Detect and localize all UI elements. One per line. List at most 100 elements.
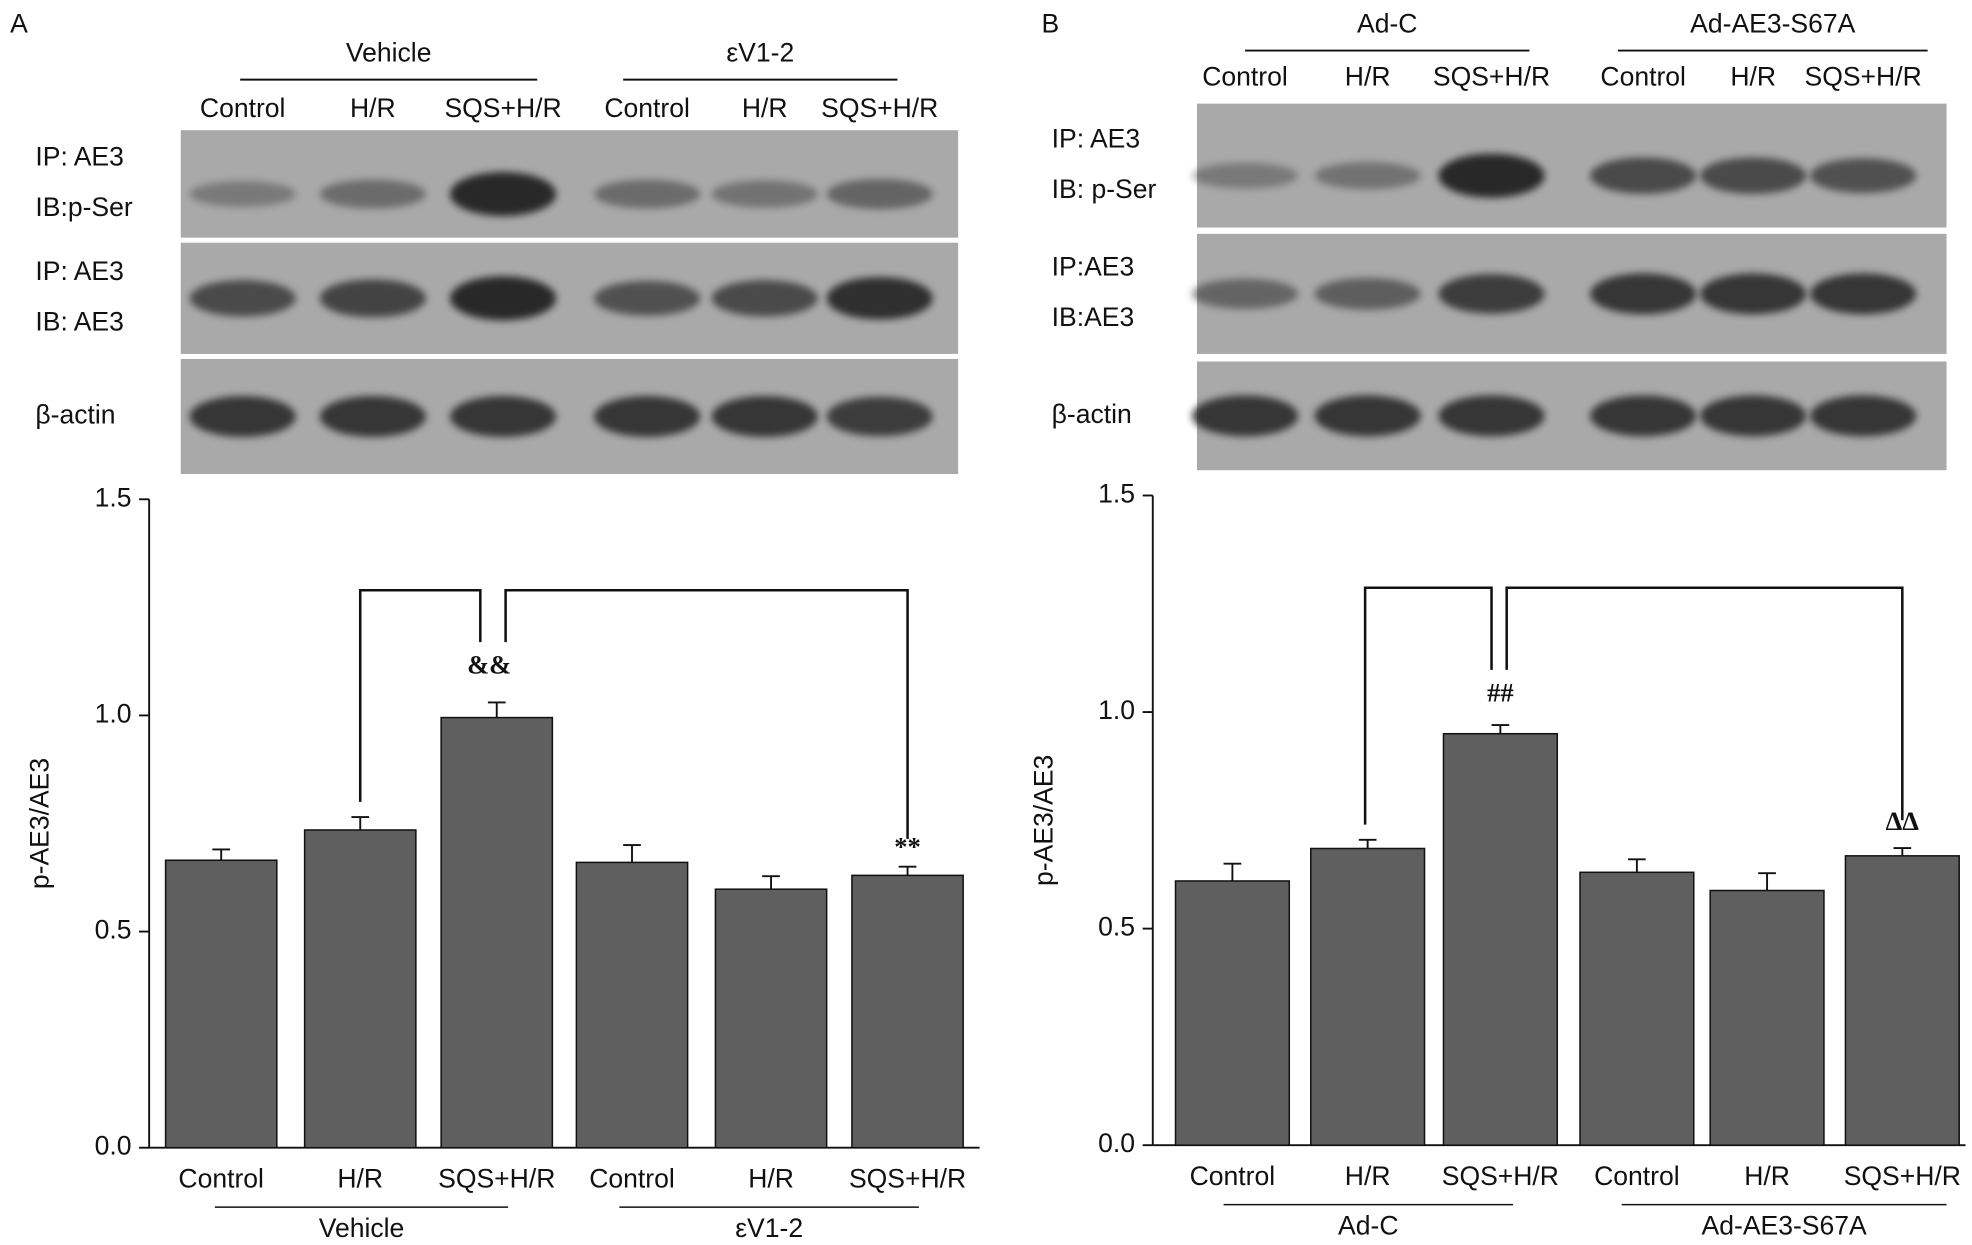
blot-label: IP:AE3 [1052,252,1135,282]
y-tick-label: 0.5 [1098,912,1135,942]
blot-band [1810,273,1917,315]
blot-band [449,276,557,321]
blot-band [189,181,296,207]
bracket [358,589,482,802]
lane-label: Control [1600,61,1686,91]
lane-label: Control [1202,61,1288,91]
y-tick-label: 1.5 [95,482,132,512]
lane-label: Control [200,93,286,123]
blot-label: IB:p-Ser [35,192,132,222]
blot-band [594,280,701,316]
error-bar [1223,862,1242,881]
blot-label: IB: p-Ser [1052,174,1157,204]
bar [303,829,417,1149]
error-bar [212,848,231,861]
lane-label: H/R [1345,61,1391,91]
blot-band [826,178,933,210]
group-label: εV1-2 [726,37,794,67]
x-tick-label: SQS+H/R [438,1164,555,1194]
y-tick-label: 1.5 [1098,479,1135,509]
bar [575,861,689,1149]
x-tick-label: Control [178,1164,264,1194]
blot-band [1590,395,1697,437]
x-tick-label: Control [1594,1161,1680,1191]
x-tick-label: Control [1190,1161,1276,1191]
x-tick-label: H/R [1345,1161,1391,1191]
annotation: && [467,649,511,679]
x-tick-label: H/R [337,1164,383,1194]
group-label: Ad-C [1338,1210,1398,1240]
y-tick-label: 1.0 [1098,695,1135,725]
error-bar [487,701,506,718]
blot-band [1700,395,1807,437]
bar [440,716,554,1149]
blot-band [1314,395,1421,437]
blot-band [826,277,933,320]
blot-band [1700,157,1807,194]
lane-label: Control [604,93,690,123]
error-bar [351,816,370,830]
blot-band [711,180,818,208]
annotation: ## [1487,677,1514,707]
group-label: εV1-2 [735,1213,803,1243]
blot-band [1438,153,1545,198]
blot-band [1590,157,1697,194]
blot-band [449,396,557,437]
blot-band [1810,395,1917,437]
y-axis-label: p-AE3/AE3 [1028,755,1058,886]
blot-label: IB: AE3 [35,307,124,337]
blot-band [1438,395,1545,437]
blot-band [449,172,557,217]
error-bar [1491,724,1510,734]
bar [164,859,278,1149]
blot-band [1438,274,1545,314]
group-label: Vehicle [319,1213,405,1243]
y-tick-label: 0.0 [95,1131,132,1161]
blot-band [1700,273,1807,315]
y-tick-label: 0.5 [95,915,132,945]
error-bar [1358,838,1377,849]
blot-label: β-actin [1052,399,1132,429]
blot-label: IP: AE3 [35,256,124,286]
y-tick-label: 1.0 [95,698,132,728]
blot-label: IP: AE3 [1052,123,1141,153]
blot-band [1191,162,1299,189]
group-label: Ad-C [1357,8,1417,38]
bar [851,874,964,1149]
blot-band [594,396,701,437]
x-tick-label: Control [589,1164,675,1194]
blot-band [1590,273,1697,315]
error-bar [1758,872,1776,891]
panel-label: A [10,8,28,38]
annotation: ** [894,832,921,862]
bar [714,888,828,1149]
lane-label: SQS+H/R [444,93,561,123]
figure-content: A B IP: AE3 IB:p-Ser IP: AE3 IB: AE3 β-actin… [10,8,1966,1243]
bar [1174,880,1291,1146]
bar [1709,889,1825,1146]
bar [1442,732,1559,1146]
blot-band [1191,395,1299,437]
blot-panel [180,130,959,238]
blot-band [711,280,818,317]
blot-band [319,179,426,209]
lane-label: SQS+H/R [1433,61,1550,91]
bracket [1505,586,1904,821]
blot-band [594,179,701,209]
blot-band [826,396,933,437]
bar [1844,855,1960,1146]
bracket [1363,586,1493,825]
x-tick-label: SQS+H/R [849,1164,966,1194]
bar [1579,871,1695,1146]
group-label: Ad-AE3-S67A [1702,1210,1867,1240]
blot-band [1191,278,1299,310]
blot-label: β-actin [35,400,115,430]
blot-band [319,279,426,318]
lane-label: H/R [742,93,788,123]
blot-band [1314,162,1421,190]
blot-band [189,396,296,437]
lane-label: H/R [1730,61,1776,91]
error-bar [762,875,780,890]
error-bar [898,865,917,876]
